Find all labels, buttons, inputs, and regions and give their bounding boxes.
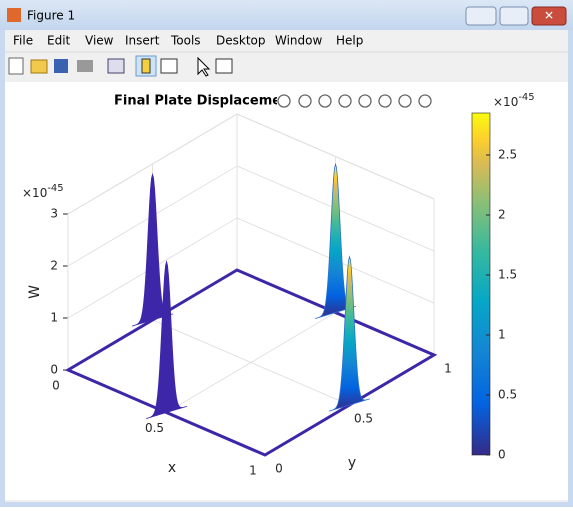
close-button[interactable] [531, 6, 567, 26]
z-tick-label: 2 [50, 259, 58, 273]
y-tick-label: 1 [444, 362, 452, 376]
y-tick-label: 0.5 [354, 412, 373, 426]
y-axis-label: y [348, 455, 356, 471]
grid-line [152, 319, 350, 406]
z-tick-label: 3 [50, 207, 58, 221]
axes-tool[interactable] [298, 94, 312, 108]
menu-bar: File Edit View Insert Tools Desktop Window Help [13, 34, 363, 48]
legend-icon[interactable] [160, 58, 178, 74]
y-tick-label: 0 [275, 462, 283, 476]
pointer-icon[interactable] [197, 56, 211, 77]
z-tick-label: 0 [50, 363, 58, 377]
axes-tool[interactable] [318, 94, 332, 108]
new-icon[interactable] [8, 57, 24, 75]
axes-tool[interactable] [398, 94, 412, 108]
z-tick-label: 1 [50, 311, 58, 325]
colorbar-tick-label: 1.5 [498, 268, 517, 282]
exponent-base: ×10 [22, 186, 47, 200]
colorbar [471, 112, 491, 456]
axes-tool[interactable] [378, 94, 392, 108]
close-glyph: ✕ [544, 9, 554, 23]
x-tick-label: 0.5 [145, 421, 164, 435]
open-icon[interactable] [30, 59, 48, 74]
peak [329, 255, 370, 412]
axes-tool[interactable] [358, 94, 372, 108]
colorbar-glyph [141, 58, 151, 74]
chart-title: Final Plate Displacement [114, 94, 297, 109]
axes-toolbar [277, 90, 437, 112]
menu-item[interactable]: Insert [125, 34, 160, 48]
app-icon [7, 8, 21, 22]
z-axis-label: W [27, 285, 43, 299]
menu-item[interactable]: Edit [47, 34, 71, 48]
axes-tool[interactable] [418, 94, 432, 108]
menu-item[interactable]: File [13, 34, 33, 48]
x-tick-label: 1 [249, 464, 257, 478]
link-icon[interactable] [107, 58, 125, 74]
colorbar-exponent: ×10-45 [493, 92, 535, 109]
menu-item[interactable]: View [85, 34, 114, 48]
colorbar-tick-label: 0.5 [498, 388, 517, 402]
z-exponent: ×10-45 [22, 183, 64, 200]
exponent-base: ×10 [493, 95, 518, 109]
minimize-button[interactable] [465, 6, 497, 26]
colorbar-tick-label: 2 [498, 208, 506, 222]
menu-item[interactable]: Window [275, 34, 323, 48]
peak [146, 260, 187, 420]
exponent-power: -45 [47, 183, 63, 194]
property-icon[interactable] [215, 58, 233, 74]
x-axis-label: x [168, 460, 176, 476]
exponent-power: -45 [518, 92, 534, 103]
window-title: Figure 1 [27, 9, 75, 23]
menu-item[interactable]: Desktop [216, 34, 266, 48]
colorbar-tick-label: 2.5 [498, 148, 517, 162]
axes-tool[interactable] [277, 94, 291, 108]
x-tick-label: 0 [52, 379, 60, 393]
menu-item[interactable]: Help [336, 34, 363, 48]
colorbar-tick-label: 1 [498, 328, 506, 342]
save-icon[interactable] [54, 59, 68, 73]
print-icon[interactable] [77, 60, 93, 72]
toolbar [8, 55, 233, 77]
surface-edge [64, 268, 438, 457]
colorbar-tick-label: 0 [498, 448, 506, 462]
maximize-button[interactable] [499, 6, 529, 26]
axes-tool[interactable] [338, 94, 352, 108]
menu-item[interactable]: Tools [170, 34, 201, 48]
